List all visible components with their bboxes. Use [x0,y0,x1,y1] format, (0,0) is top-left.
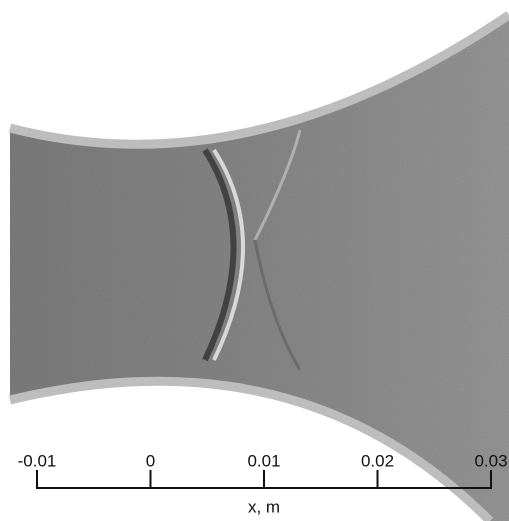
x-tick-label: 0.01 [247,451,280,470]
x-axis-label: x, m [248,497,280,516]
x-tick-label: 0.03 [474,451,507,470]
figure: x, m -0.01 0 0.01 0.02 0.03 [0,0,509,521]
page: {"image": {"xaxis": {"label": "x, m", "x… [0,0,509,521]
x-tick-label: 0 [146,451,155,470]
x-tick-label: 0.02 [361,451,394,470]
x-tick-label: -0.01 [18,451,57,470]
